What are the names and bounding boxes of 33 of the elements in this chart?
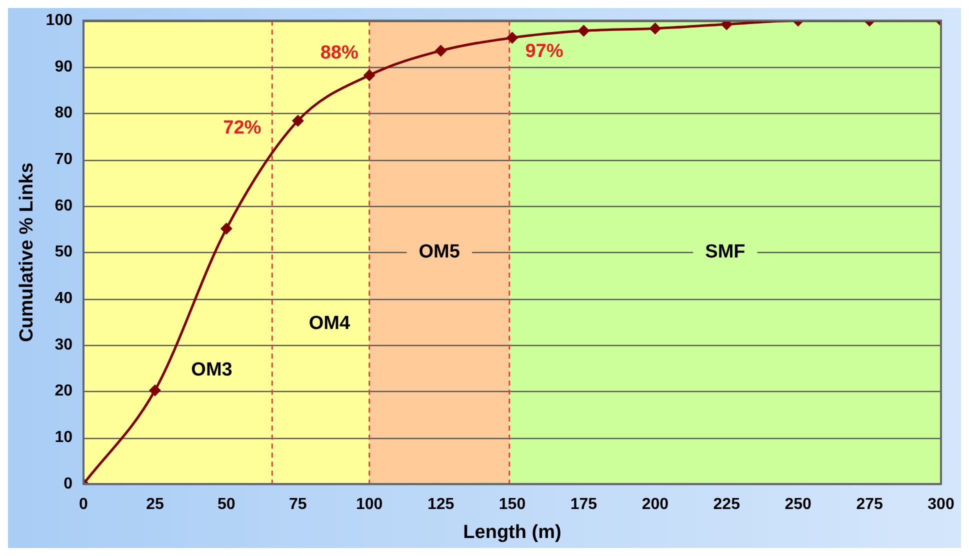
x-tick-label: 250 bbox=[784, 496, 812, 514]
x-tick-label: 50 bbox=[218, 496, 236, 514]
x-tick-label: 0 bbox=[79, 496, 88, 514]
x-tick-label: 275 bbox=[856, 496, 883, 514]
x-axis-title: Length (m) bbox=[463, 522, 562, 543]
y-tick-label: 0 bbox=[64, 475, 73, 492]
y-tick-label: 60 bbox=[54, 197, 73, 214]
x-tick-label: 225 bbox=[713, 496, 740, 514]
x-tick-label: 150 bbox=[498, 496, 526, 514]
y-tick-label: 20 bbox=[54, 382, 73, 400]
y-tick-label: 40 bbox=[54, 290, 73, 308]
band-label: SMF bbox=[705, 242, 746, 263]
band-label: OM4 bbox=[308, 312, 350, 334]
x-tick-label: 125 bbox=[427, 496, 454, 514]
y-tick-label: 100 bbox=[46, 12, 73, 30]
band-label: OM3 bbox=[191, 360, 232, 381]
x-tick-label: 75 bbox=[288, 496, 307, 514]
x-tick-label: 200 bbox=[642, 496, 669, 514]
annotation: 88% bbox=[320, 42, 358, 64]
y-tick-label: 70 bbox=[54, 151, 73, 168]
y-tick-label: 90 bbox=[54, 58, 73, 76]
annotation: 97% bbox=[525, 40, 564, 62]
x-tick-label: 175 bbox=[570, 496, 598, 514]
x-tick-label: 25 bbox=[146, 496, 164, 514]
y-tick-label: 10 bbox=[54, 429, 73, 446]
x-tick-label: 100 bbox=[356, 496, 383, 514]
annotation: 72% bbox=[223, 118, 262, 139]
y-tick-label: 30 bbox=[54, 336, 73, 354]
y-tick-label: 50 bbox=[54, 244, 73, 261]
y-axis-title: Cumulative % Links bbox=[16, 162, 38, 342]
x-tick-label: 300 bbox=[928, 496, 954, 514]
y-tick-label: 80 bbox=[54, 104, 73, 122]
band-label: OM5 bbox=[418, 242, 460, 263]
